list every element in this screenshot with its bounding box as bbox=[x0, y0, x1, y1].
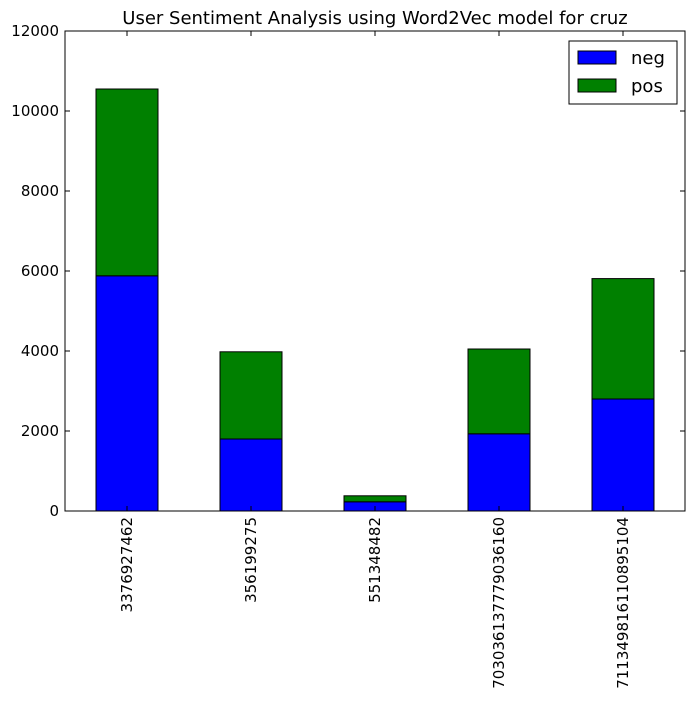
x-tick-label-2: 551348482 bbox=[366, 517, 384, 603]
bar-pos-4 bbox=[591, 278, 655, 400]
y-tick-label-1: 2000 bbox=[21, 422, 59, 440]
bar-neg-0 bbox=[95, 275, 159, 512]
x-tick-label-0: 3376927462 bbox=[118, 517, 136, 612]
legend-label-pos: pos bbox=[631, 76, 663, 97]
bars bbox=[95, 88, 655, 512]
legend-label-neg: neg bbox=[631, 48, 665, 69]
y-tick-label-6: 12000 bbox=[11, 22, 59, 40]
legend-swatch-neg bbox=[577, 50, 617, 65]
y-tick-label-3: 6000 bbox=[21, 262, 59, 280]
y-tick-label-4: 8000 bbox=[21, 182, 59, 200]
bar-neg-3 bbox=[467, 433, 531, 512]
x-tick-label-1: 356199275 bbox=[242, 517, 260, 603]
bar-pos-0 bbox=[95, 88, 159, 277]
y-tick-label-0: 0 bbox=[49, 502, 59, 520]
x-tick-label-3: 703036137779036160 bbox=[490, 517, 508, 689]
axes: 3376927462 356199275 551348482 703036137779… bbox=[11, 22, 685, 689]
bar-pos-3 bbox=[467, 348, 531, 435]
x-tick-label-4: 711349816110895104 bbox=[614, 517, 632, 689]
legend: neg pos bbox=[568, 40, 678, 105]
bar-neg-1 bbox=[219, 438, 283, 512]
y-tick-label-2: 4000 bbox=[21, 342, 59, 360]
chart-title: User Sentiment Analysis using Word2Vec m… bbox=[122, 8, 627, 29]
bar-pos-1 bbox=[219, 351, 283, 440]
bar-neg-4 bbox=[591, 398, 655, 512]
legend-swatch-pos bbox=[577, 78, 617, 93]
y-tick-label-5: 10000 bbox=[11, 102, 59, 120]
bar-pos-2 bbox=[343, 495, 407, 503]
